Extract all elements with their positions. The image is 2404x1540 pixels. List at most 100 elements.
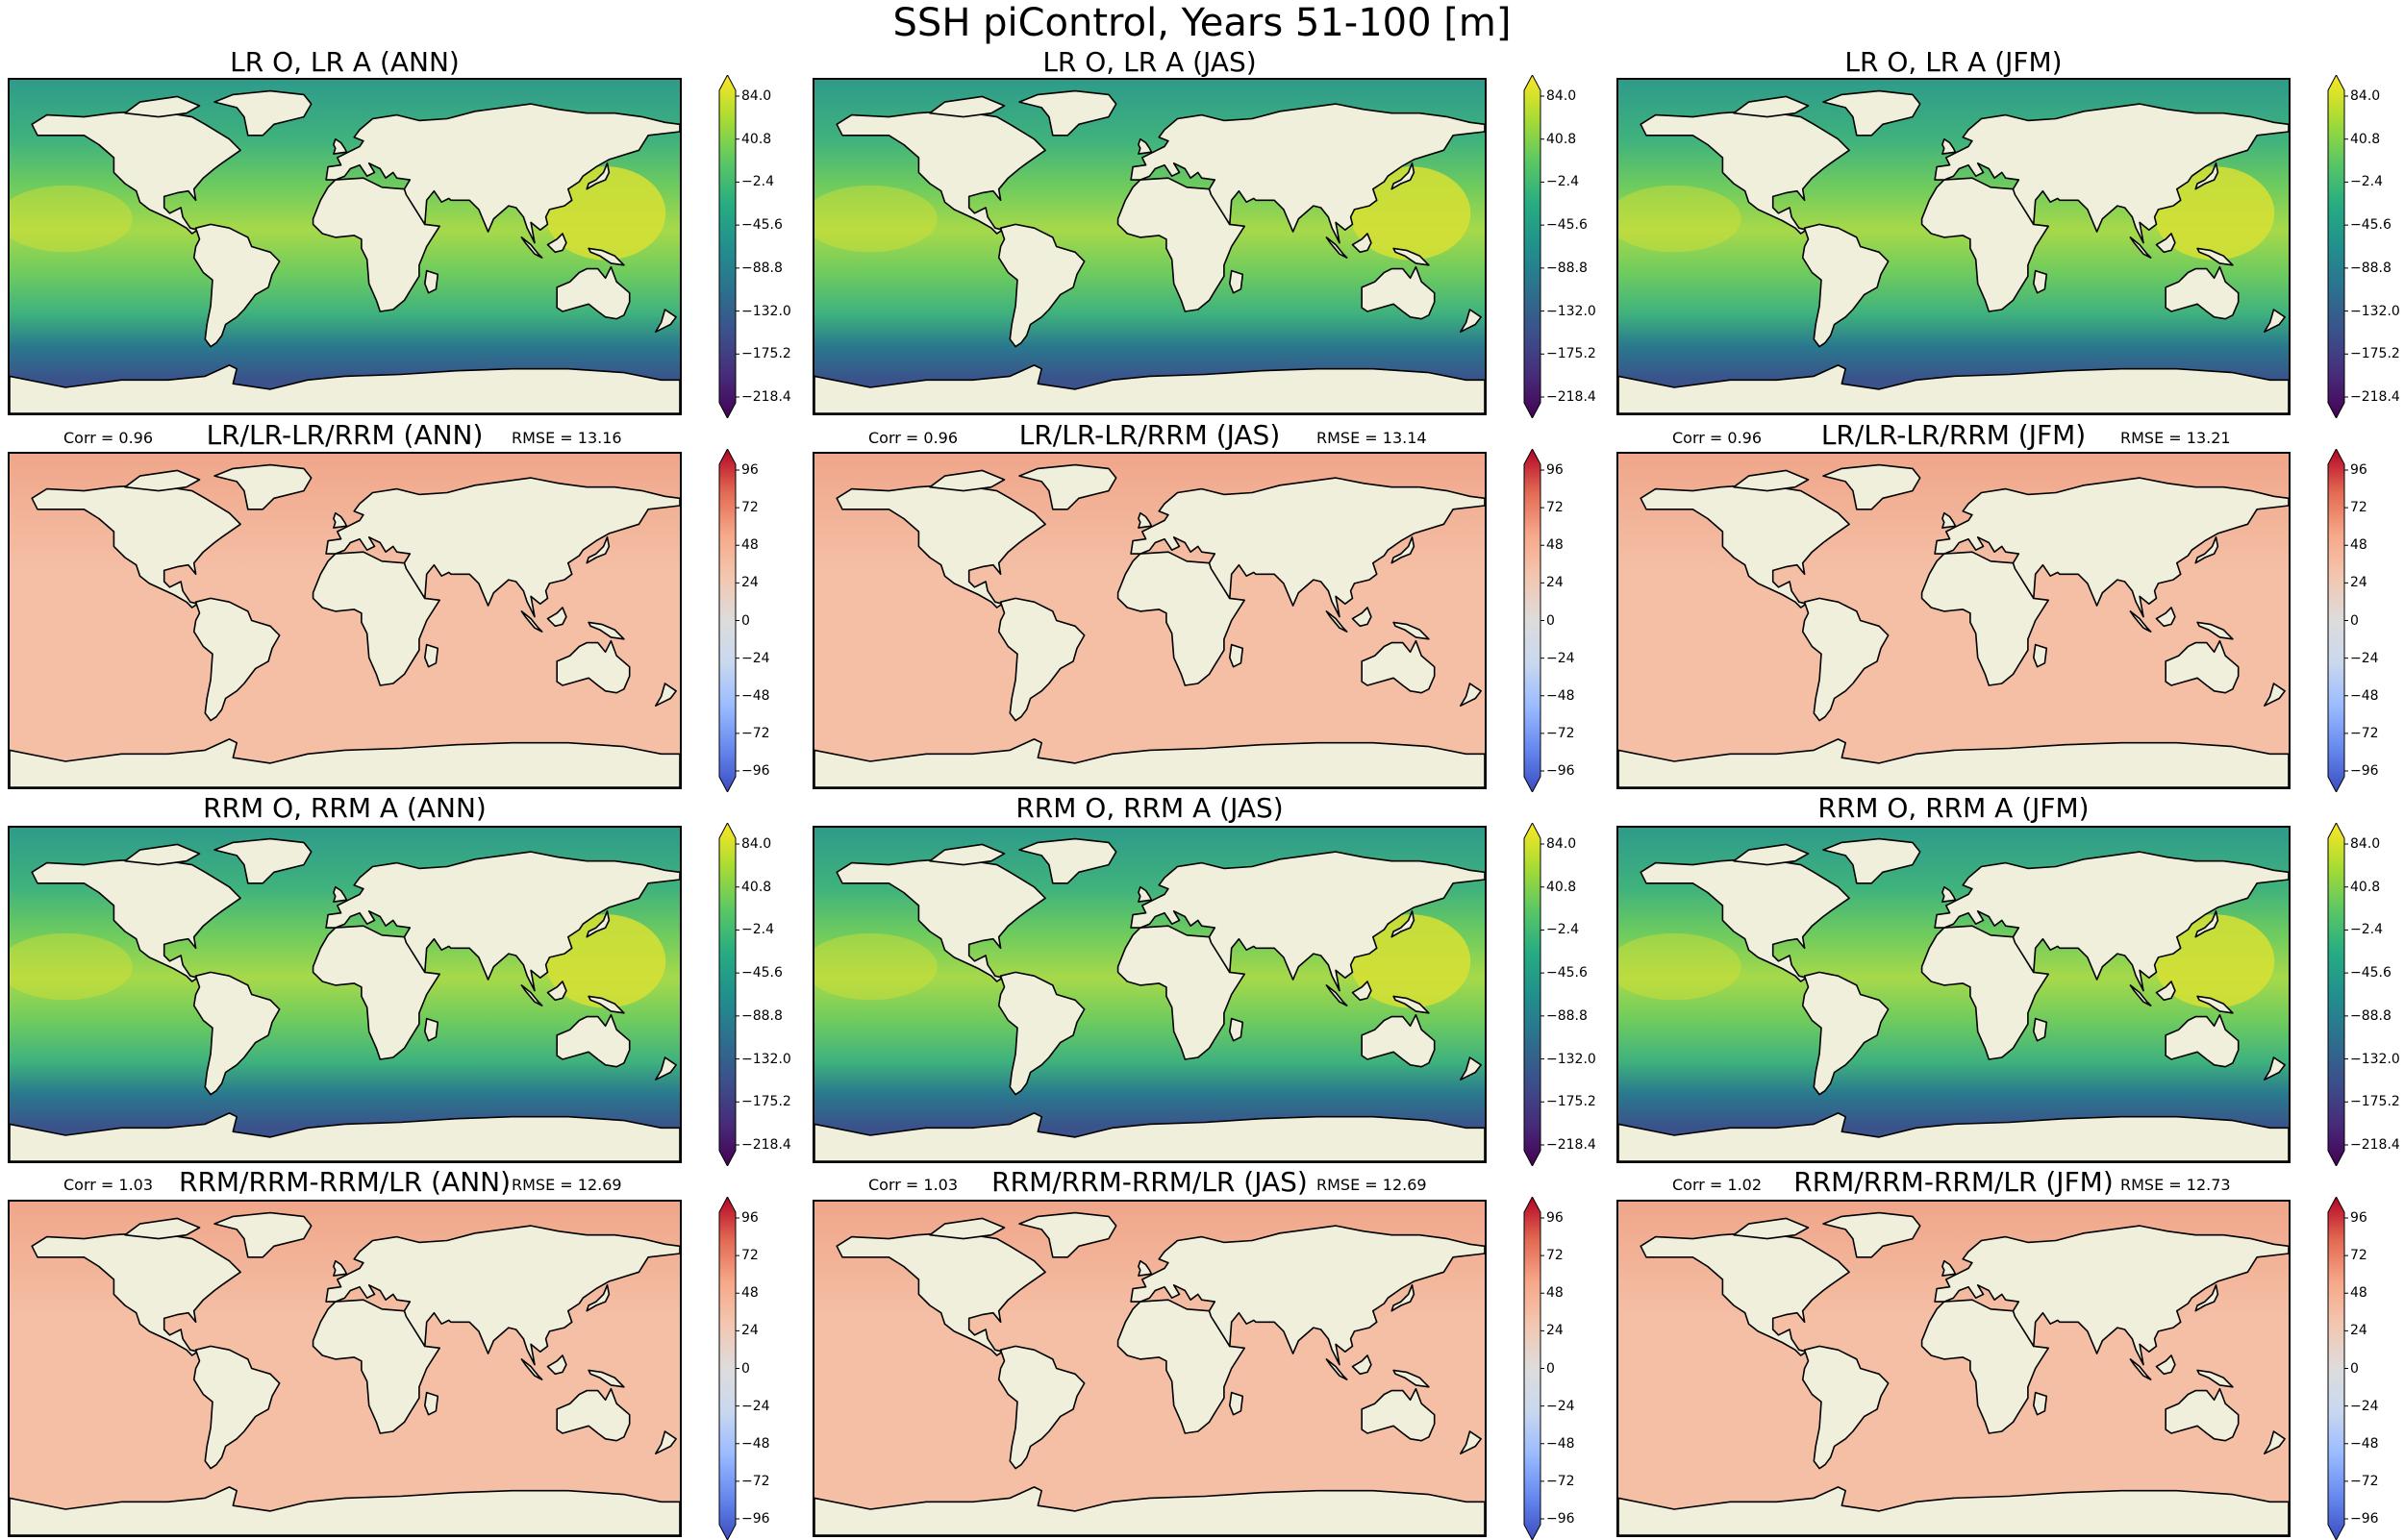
land-polygon xyxy=(1018,1211,1117,1258)
colorbar-tick-label: 40.8 xyxy=(1546,879,1577,895)
colorbar-tick-label: 40.8 xyxy=(741,879,772,895)
land-polygon xyxy=(1325,610,1348,633)
colorbar-tick-label: 0 xyxy=(2350,612,2359,629)
world-map-panel xyxy=(1616,1200,2291,1537)
land-polygon xyxy=(2165,639,2240,694)
panel-title: LR O, LR A (JAS) xyxy=(1042,46,1257,78)
corr-label: Corr = 0.96 xyxy=(868,429,959,447)
colorbar-tick-label: −48 xyxy=(2350,687,2379,704)
colorbar-tick-label: −45.6 xyxy=(2350,965,2391,981)
land-polygon xyxy=(1733,1217,1810,1240)
land-polygon xyxy=(588,1369,625,1388)
land-polygon xyxy=(2194,536,2219,564)
colorbar-body xyxy=(1523,823,1541,1166)
land-polygon xyxy=(2033,1391,2048,1416)
land-polygon xyxy=(124,843,201,866)
colorbar-body xyxy=(2327,1197,2345,1540)
land-polygon xyxy=(1618,364,2289,413)
corr-label: Corr = 1.03 xyxy=(868,1176,959,1194)
colorbar-tick-label: 24 xyxy=(1546,1323,1564,1339)
colorbar-tick-label: −88.8 xyxy=(741,1007,783,1024)
land-polygon xyxy=(1801,597,1890,722)
colorbar-tick-label: 48 xyxy=(2350,1285,2367,1302)
colorbar-tick-label: −72 xyxy=(2350,725,2379,741)
colorbar-tick-label: 72 xyxy=(741,500,759,516)
colorbar-tick-label: −88.8 xyxy=(1546,1007,1588,1024)
land-polygon xyxy=(814,364,1485,413)
map-canvas xyxy=(814,454,1485,787)
rmse-label: RMSE = 12.73 xyxy=(2120,1176,2231,1194)
coolwarm-colorbar: 96 72 48 24 0 −24 −48 −72 −96 xyxy=(1520,1197,1604,1540)
colorbar-tick-label: −218.4 xyxy=(2350,1137,2400,1153)
land-polygon xyxy=(1733,843,1810,866)
land-polygon xyxy=(1392,247,1430,266)
map-canvas xyxy=(10,1202,680,1535)
land-polygon xyxy=(1460,309,1482,333)
colorbar-tick-label: −132.0 xyxy=(2350,1051,2400,1067)
land-polygon xyxy=(1138,1259,1153,1277)
land-polygon xyxy=(1822,1211,1921,1258)
land-polygon xyxy=(556,1013,631,1068)
colorbar-body xyxy=(2327,449,2345,792)
land-polygon xyxy=(1138,511,1153,529)
colorbar-tick-label: −96 xyxy=(2350,1511,2379,1527)
land-polygon xyxy=(424,269,439,294)
land-polygon xyxy=(1351,1354,1372,1376)
pacific-high-anomaly xyxy=(814,932,938,1001)
land-polygon xyxy=(2033,1017,2048,1042)
land-polygon xyxy=(192,971,281,1096)
land-polygon xyxy=(1618,738,2289,787)
colorbar-tick-label: −132.0 xyxy=(1546,1051,1596,1067)
land-polygon xyxy=(997,597,1086,722)
world-map-panel xyxy=(8,452,682,789)
colorbar-tick-label: 0 xyxy=(2350,1360,2359,1377)
panel-title: LR O, LR A (JFM) xyxy=(1844,46,2063,78)
land-polygon xyxy=(1229,1017,1244,1042)
land-polygon xyxy=(586,536,611,564)
land-polygon xyxy=(520,610,543,633)
colorbar-tick-label: −88.8 xyxy=(1546,260,1588,276)
land-polygon xyxy=(1325,984,1348,1006)
land-polygon xyxy=(1920,1299,2049,1434)
colorbar-tick-label: 48 xyxy=(1546,537,1564,554)
corr-label: Corr = 1.03 xyxy=(63,1176,154,1194)
figure-title: SSH piControl, Years 51-100 [m] xyxy=(892,1,1512,45)
viridis-colorbar: 84.0 40.8 −2.4 −45.6 −88.8 −132.0 −175.2 −218.4 xyxy=(715,75,799,418)
land-polygon xyxy=(124,1217,201,1240)
land-polygon xyxy=(333,137,348,155)
coolwarm-colorbar: 96 72 48 24 0 −24 −48 −72 −96 xyxy=(715,1197,799,1540)
colorbar-tick-label: 84.0 xyxy=(741,88,772,104)
map-canvas xyxy=(1618,454,2289,787)
land-polygon xyxy=(1801,223,1890,348)
colorbar-tick-label: 24 xyxy=(2350,575,2367,591)
colorbar-tick-label: −72 xyxy=(1546,725,1575,741)
land-polygon xyxy=(1390,162,1415,190)
colorbar-tick-label: −2.4 xyxy=(741,174,774,190)
land-polygon xyxy=(1116,925,1245,1060)
colorbar-tick-label: −24 xyxy=(2350,1398,2379,1414)
map-canvas xyxy=(814,1202,1485,1535)
land-polygon xyxy=(1733,95,1810,118)
colorbar-tick-label: −96 xyxy=(741,763,770,779)
map-canvas xyxy=(1618,1202,2289,1535)
land-polygon xyxy=(424,1017,439,1042)
land-polygon xyxy=(588,995,625,1014)
land-polygon xyxy=(2196,1369,2234,1388)
land-polygon xyxy=(1130,851,1485,992)
land-polygon xyxy=(10,364,680,413)
pacific-high-anomaly xyxy=(10,185,133,253)
warm-pool-anomaly xyxy=(2153,166,2275,261)
land-polygon xyxy=(2033,269,2048,294)
land-polygon xyxy=(1351,607,1372,628)
land-polygon xyxy=(1392,995,1430,1014)
panel-title: LR/LR-LR/RRM (ANN) xyxy=(206,419,484,451)
warm-pool-anomaly xyxy=(544,166,666,261)
colorbar-tick-label: 48 xyxy=(741,1285,759,1302)
land-polygon xyxy=(556,639,631,694)
land-polygon xyxy=(1392,1369,1430,1388)
land-polygon xyxy=(997,223,1086,348)
land-polygon xyxy=(2196,247,2234,266)
colorbar-tick-label: −72 xyxy=(741,725,770,741)
colorbar-body xyxy=(1523,75,1541,418)
land-polygon xyxy=(655,309,677,333)
